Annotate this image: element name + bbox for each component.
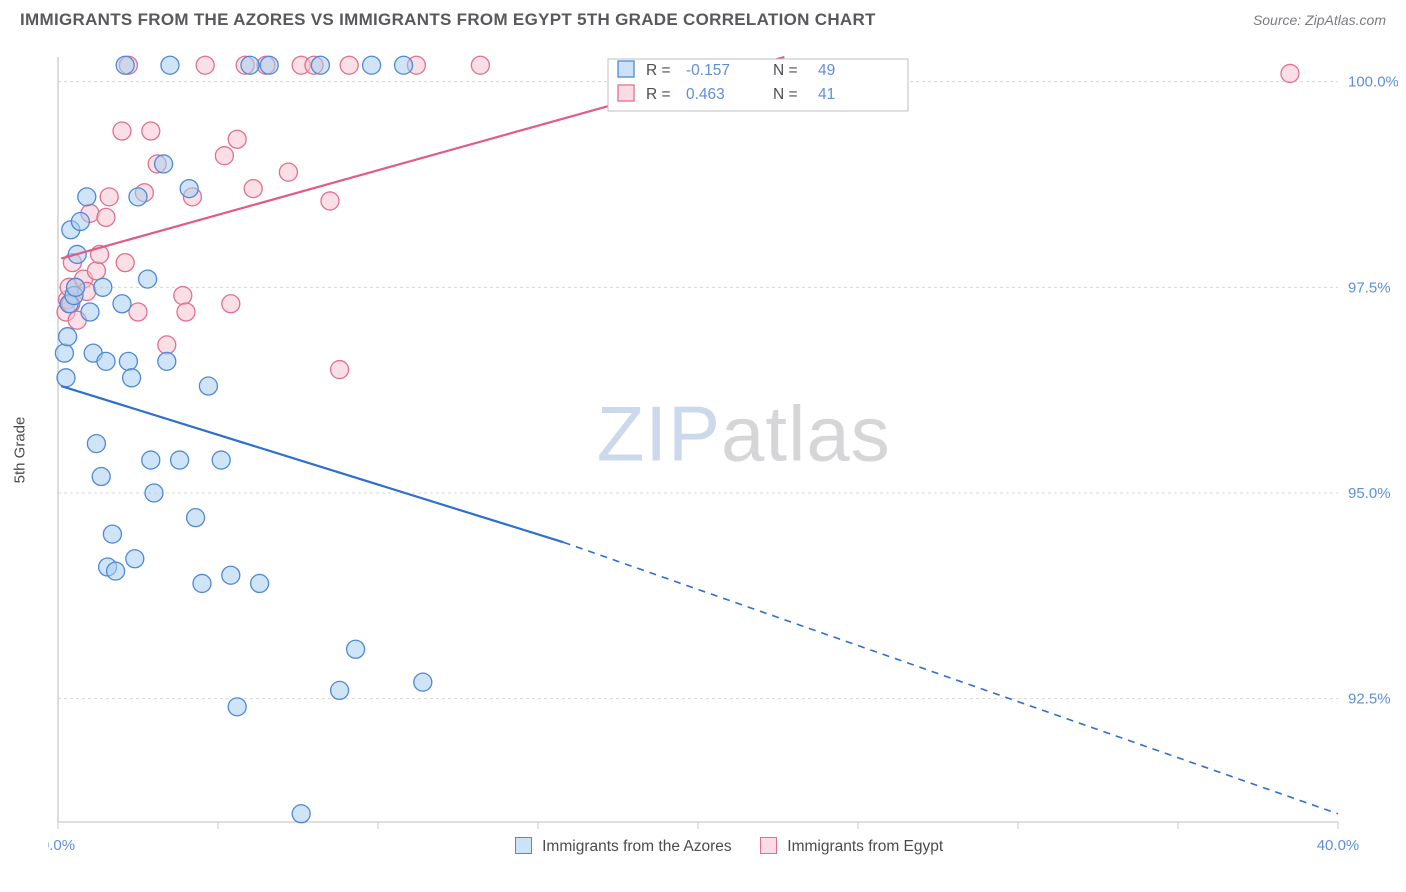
data-point — [161, 56, 179, 74]
data-point — [244, 180, 262, 198]
data-point — [347, 640, 365, 658]
data-point — [228, 698, 246, 716]
data-point — [97, 208, 115, 226]
source-link[interactable]: ZipAtlas.com — [1305, 12, 1386, 28]
y-tick-label: 97.5% — [1348, 279, 1391, 296]
legend-label-egypt: Immigrants from Egypt — [787, 838, 943, 855]
data-point — [119, 352, 137, 370]
data-point — [395, 56, 413, 74]
data-point — [251, 574, 269, 592]
legend-swatch-pink — [760, 837, 777, 854]
data-point — [331, 681, 349, 699]
data-point — [67, 278, 85, 296]
data-point — [87, 262, 105, 280]
data-point — [174, 287, 192, 305]
data-point — [113, 122, 131, 140]
data-point — [145, 484, 163, 502]
bottom-legend: Immigrants from the Azores Immigrants fr… — [48, 837, 1386, 856]
data-point — [142, 451, 160, 469]
scatter-plot: 0.0%40.0%92.5%95.0%97.5%100.0%R =-0.157N… — [48, 45, 1398, 862]
data-point — [260, 56, 278, 74]
source-prefix: Source: — [1253, 12, 1305, 28]
data-point — [279, 163, 297, 181]
chart-header: IMMIGRANTS FROM THE AZORES VS IMMIGRANTS… — [0, 0, 1406, 30]
data-point — [158, 336, 176, 354]
chart-title: IMMIGRANTS FROM THE AZORES VS IMMIGRANTS… — [20, 10, 876, 30]
data-point — [363, 56, 381, 74]
data-point — [78, 188, 96, 206]
data-point — [155, 155, 173, 173]
stats-n-label: N = — [773, 62, 798, 79]
stats-r-value: -0.157 — [686, 62, 730, 79]
stats-n-value: 49 — [818, 62, 835, 79]
stats-r-value: 0.463 — [686, 86, 725, 103]
data-point — [193, 574, 211, 592]
y-tick-label: 95.0% — [1348, 485, 1391, 502]
trend-line-azores-extrapolated — [564, 542, 1338, 813]
data-point — [187, 509, 205, 527]
data-point — [177, 303, 195, 321]
y-axis-label: 5th Grade — [12, 417, 29, 484]
data-point — [57, 369, 75, 387]
legend-label-azores: Immigrants from the Azores — [542, 838, 732, 855]
stats-r-label: R = — [646, 62, 671, 79]
data-point — [100, 188, 118, 206]
stats-n-label: N = — [773, 86, 798, 103]
data-point — [414, 673, 432, 691]
data-point — [81, 303, 99, 321]
data-point — [222, 295, 240, 313]
data-point — [116, 254, 134, 272]
source-attribution: Source: ZipAtlas.com — [1253, 12, 1386, 28]
data-point — [123, 369, 141, 387]
data-point — [212, 451, 230, 469]
data-point — [97, 352, 115, 370]
data-point — [331, 361, 349, 379]
data-point — [116, 56, 134, 74]
data-point — [228, 130, 246, 148]
data-point — [215, 147, 233, 165]
data-point — [129, 303, 147, 321]
chart-container: 5th Grade 0.0%40.0%92.5%95.0%97.5%100.0%… — [48, 45, 1386, 855]
data-point — [199, 377, 217, 395]
data-point — [222, 566, 240, 584]
data-point — [180, 180, 198, 198]
data-point — [94, 278, 112, 296]
data-point — [87, 435, 105, 453]
data-point — [321, 192, 339, 210]
data-point — [241, 56, 259, 74]
data-point — [196, 56, 214, 74]
data-point — [139, 270, 157, 288]
stats-swatch — [618, 85, 634, 101]
data-point — [71, 213, 89, 231]
data-point — [107, 562, 125, 580]
data-point — [126, 550, 144, 568]
stats-r-label: R = — [646, 86, 671, 103]
data-point — [471, 56, 489, 74]
y-tick-label: 100.0% — [1348, 74, 1398, 91]
data-point — [55, 344, 73, 362]
data-point — [92, 468, 110, 486]
y-tick-label: 92.5% — [1348, 691, 1391, 708]
data-point — [311, 56, 329, 74]
data-point — [1281, 64, 1299, 82]
data-point — [340, 56, 358, 74]
data-point — [129, 188, 147, 206]
data-point — [59, 328, 77, 346]
data-point — [292, 805, 310, 823]
stats-swatch — [618, 61, 634, 77]
data-point — [158, 352, 176, 370]
data-point — [171, 451, 189, 469]
trend-line-azores — [61, 386, 563, 542]
stats-n-value: 41 — [818, 86, 835, 103]
legend-swatch-blue — [515, 837, 532, 854]
data-point — [113, 295, 131, 313]
data-point — [142, 122, 160, 140]
data-point — [103, 525, 121, 543]
